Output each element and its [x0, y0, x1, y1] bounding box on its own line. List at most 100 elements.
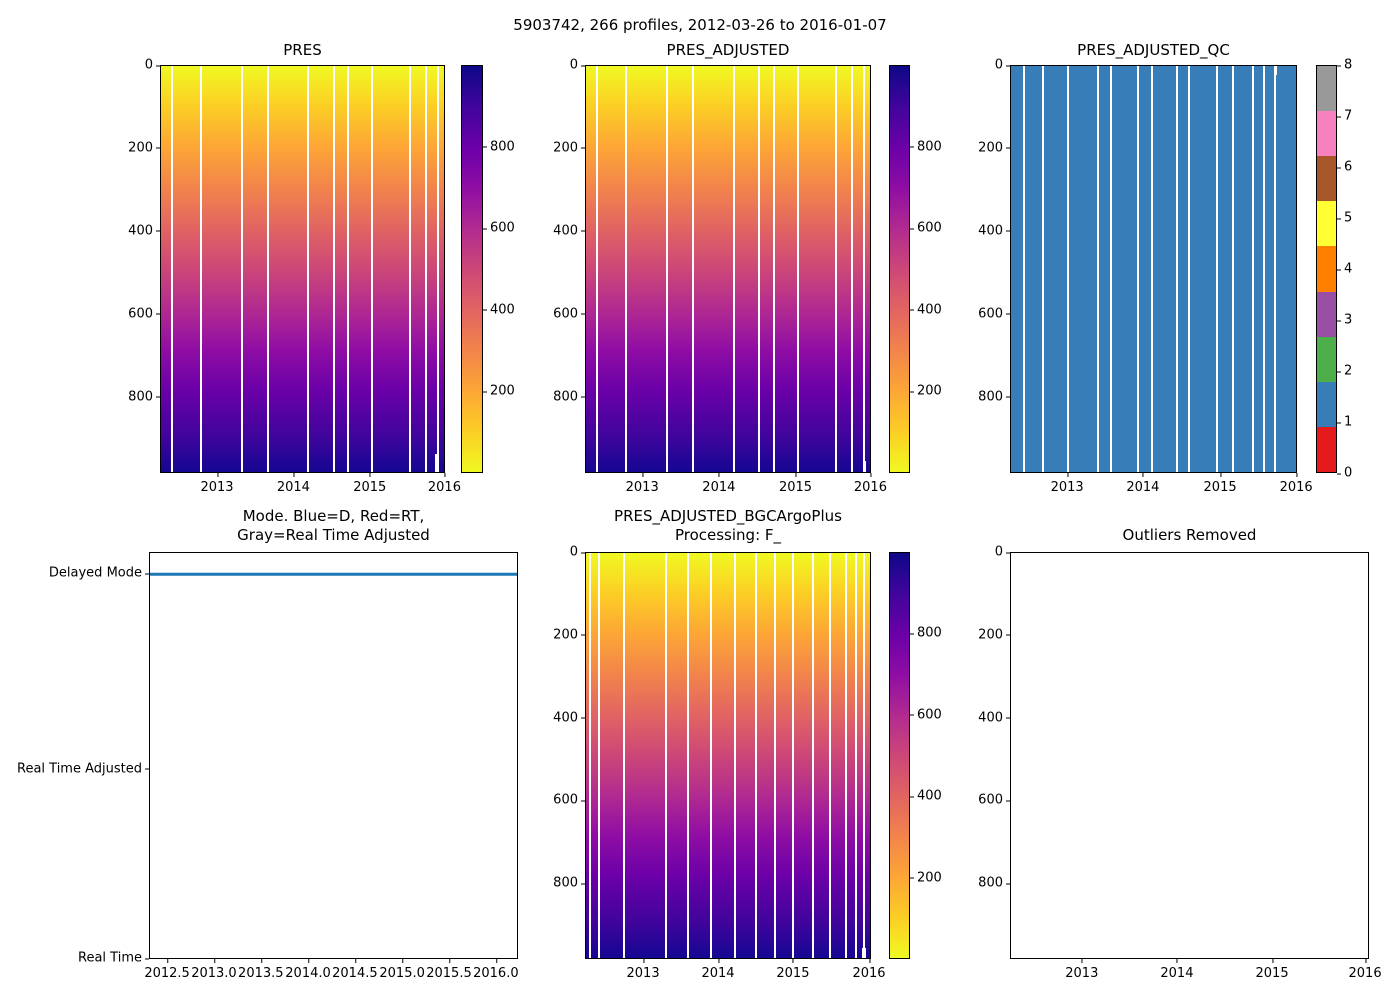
y-tick-label: 400 [128, 223, 160, 239]
x-tick-label: 2013 [626, 473, 659, 495]
y-tick-label: 200 [553, 140, 585, 156]
x-tick-label: 2015.0 [379, 959, 425, 981]
missing-profile-gap [758, 66, 761, 472]
y-tick-label: 0 [994, 544, 1011, 560]
y-tick-label: 600 [978, 306, 1010, 322]
qc-colorbar-ticks: 0 1 2 3 4 5 6 7 8 [1336, 58, 1377, 481]
x-tick-label: 2014.5 [332, 959, 378, 981]
missing-profile-gap [307, 66, 310, 472]
missing-profile-gap [597, 553, 600, 958]
missing-profile-gap [1216, 66, 1219, 472]
x-tick-label: 2016.0 [473, 959, 519, 981]
qc-colorbar-segment-7 [1317, 111, 1336, 157]
colorbar-tick-label: 400 [483, 302, 515, 318]
missing-profile-gap [687, 553, 690, 958]
y-tick-label: Delayed Mode [48, 565, 150, 581]
missing-profile-gap [1041, 66, 1044, 472]
x-tick-label: 2014 [1160, 959, 1193, 981]
bgc-title: PRES_ADJUSTED_BGCArgoPlus Processing: F_ [614, 507, 842, 544]
missing-profile-gap [199, 66, 202, 472]
missing-profile-gap [792, 553, 795, 958]
y-tick-label: 200 [128, 140, 160, 156]
colorbar-tick-label: 200 [910, 870, 942, 886]
bgc-missing-data-notch [862, 948, 867, 958]
missing-profile-gap [732, 66, 735, 472]
x-tick-label: 2014 [1126, 473, 1159, 495]
qc-heatmap [1011, 66, 1296, 472]
pres-missing-data-notch [434, 454, 439, 472]
missing-profile-gap [863, 553, 866, 958]
pres-x-axis-ticks: 2013 2014 2015 2016 [160, 473, 461, 497]
colorbar-tick-label: 3 [1336, 312, 1353, 328]
missing-profile-gap [755, 553, 758, 958]
y-tick-label: Real Time [78, 950, 149, 966]
missing-profile-gap [664, 553, 667, 958]
missing-profile-gap [596, 66, 599, 472]
colorbar-tick-label: 1 [1336, 414, 1353, 430]
colorbar-tick-label: 200 [910, 383, 942, 399]
missing-profile-gap [1150, 66, 1153, 472]
y-tick-label: 400 [978, 710, 1010, 726]
missing-profile-gap [1176, 66, 1179, 472]
pres-adjusted-x-axis-ticks: 2013 2014 2015 2016 [585, 473, 887, 497]
y-tick-label: 800 [128, 389, 160, 405]
x-tick-label: 2013 [1065, 959, 1098, 981]
pres-adjusted-axes [585, 65, 871, 473]
y-tick-label: 800 [553, 389, 585, 405]
missing-profile-gap [854, 553, 857, 958]
y-tick-label: 0 [569, 544, 586, 560]
colorbar-tick-label: 2 [1336, 363, 1353, 379]
x-tick-label: 2015 [779, 473, 812, 495]
colorbar-tick-label: 800 [910, 139, 942, 155]
y-tick-label: 400 [978, 223, 1010, 239]
colorbar-tick-label: 0 [1336, 465, 1353, 481]
qc-colorbar [1316, 65, 1337, 473]
missing-profile-gap [588, 553, 591, 958]
qc-axes [1010, 65, 1297, 473]
missing-profile-gap [709, 553, 712, 958]
y-tick-label: 600 [978, 792, 1010, 808]
missing-profile-gap [436, 66, 439, 472]
missing-profile-gap [1188, 66, 1191, 472]
pres-heatmap [161, 66, 444, 472]
pres-adjusted-y-axis-ticks: 0 200 400 600 800 [515, 58, 586, 473]
x-tick-label: 2014 [702, 473, 735, 495]
qc-colorbar-segment-4 [1317, 246, 1336, 292]
outliers-title: Outliers Removed [1122, 526, 1257, 544]
x-tick-label: 2016 [854, 473, 887, 495]
qc-x-axis-ticks: 2013 2014 2015 2016 [1010, 473, 1313, 497]
colorbar-tick-label: 5 [1336, 210, 1353, 226]
missing-profile-gap [1109, 66, 1112, 472]
missing-profile-gap [1066, 66, 1069, 472]
missing-profile-gap [850, 66, 853, 472]
y-tick-label: 400 [553, 223, 585, 239]
y-tick-label: 200 [553, 627, 585, 643]
colorbar-tick-label: 200 [483, 383, 515, 399]
missing-profile-gap [424, 66, 427, 472]
missing-profile-gap [266, 66, 269, 472]
missing-profile-gap [1136, 66, 1139, 472]
missing-profile-gap [773, 553, 776, 958]
outliers-axes [1010, 552, 1369, 959]
missing-profile-gap [845, 553, 848, 958]
missing-profile-gap [171, 66, 174, 472]
colorbar-tick-label: 400 [910, 302, 942, 318]
x-tick-label: 2016 [852, 959, 886, 981]
figure-suptitle: 5903742, 266 profiles, 2012-03-26 to 201… [513, 16, 887, 34]
missing-profile-gap [624, 66, 627, 472]
pres-adjusted-colorbar-ticks: 800 600 400 200 [910, 65, 962, 473]
missing-profile-gap [409, 66, 412, 472]
x-tick-label: 2013 [1051, 473, 1084, 495]
x-tick-label: 2012.5 [144, 959, 190, 981]
x-tick-label: 2013 [627, 959, 660, 981]
y-tick-label: 0 [994, 57, 1011, 73]
qc-colorbar-segment-6 [1317, 156, 1336, 202]
x-tick-label: 2013.5 [238, 959, 284, 981]
colorbar-tick-label: 600 [910, 220, 942, 236]
missing-profile-gap [1252, 66, 1255, 472]
x-tick-label: 2016 [1349, 959, 1382, 981]
qc-colorbar-segment-5 [1317, 201, 1336, 247]
y-tick-label: 800 [553, 875, 585, 891]
mode-axes [149, 552, 518, 959]
pres-y-axis-ticks: 0 200 400 600 800 [90, 58, 161, 473]
